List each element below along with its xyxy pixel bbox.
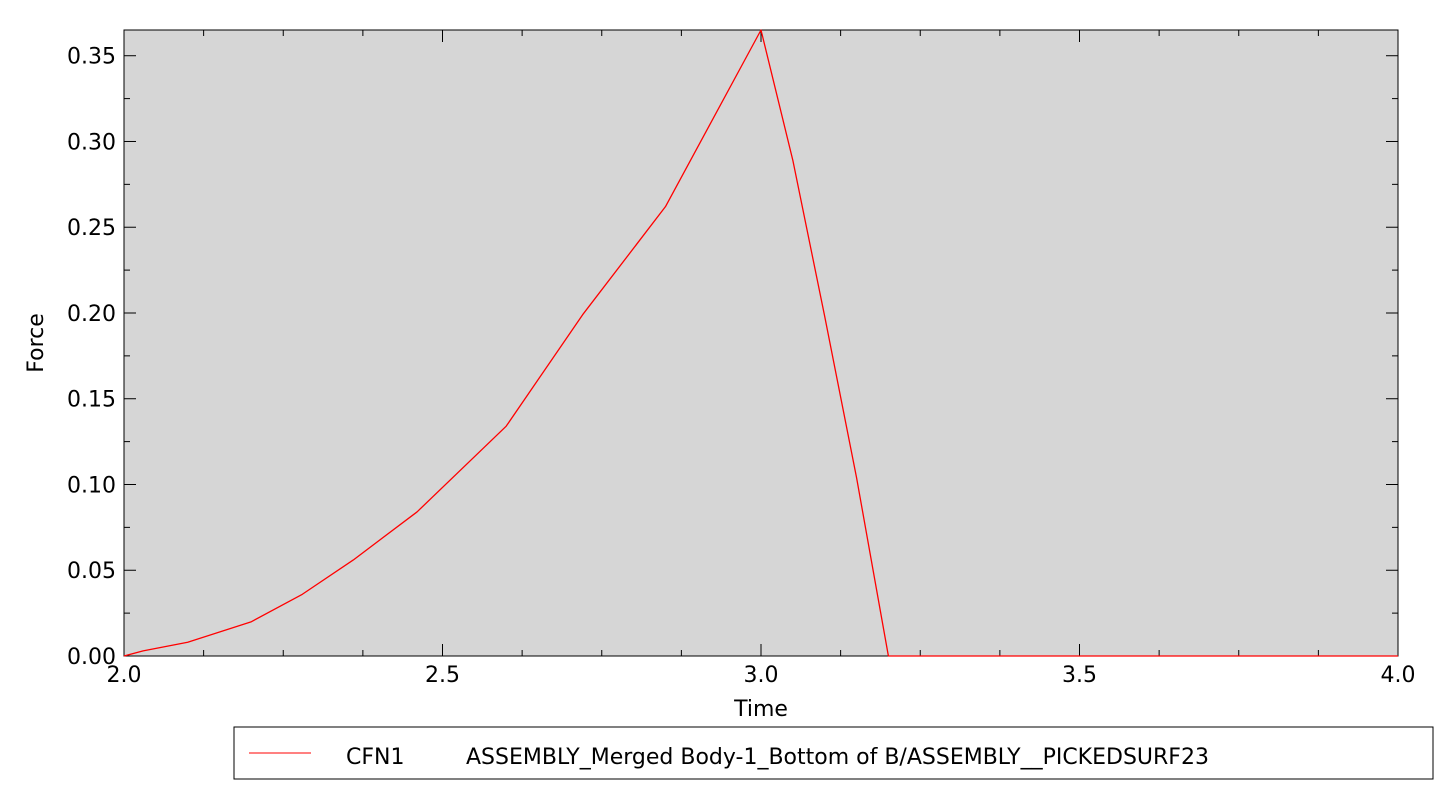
y-tick-label: 0.35 xyxy=(67,45,116,70)
legend: CFN1 ASSEMBLY_Merged Body-1_Bottom of B/… xyxy=(233,726,1434,780)
series-line-cfn1 xyxy=(123,29,1398,657)
x-tick-label: 2.0 xyxy=(107,663,142,688)
y-tick-label: 0.05 xyxy=(67,559,116,584)
legend-series-name: CFN1 xyxy=(346,745,404,770)
y-axis-title: Force xyxy=(24,313,49,373)
y-tick-label: 0.15 xyxy=(67,388,116,413)
y-tick-label: 0.30 xyxy=(67,130,116,155)
series-layer xyxy=(123,29,1398,657)
y-tick-label: 0.25 xyxy=(67,216,116,241)
tick-marks xyxy=(123,30,1399,657)
y-tick-label: 0.00 xyxy=(67,645,116,670)
x-tick-label: 3.0 xyxy=(744,663,779,688)
legend-box xyxy=(233,726,1434,780)
tick-labels: 2.0 2.5 3.0 3.5 4.0 0.00 0.05 0.10 0.15 0.20 0.25 0… xyxy=(67,45,1415,688)
plot-area xyxy=(123,29,1399,657)
x-tick-label: 2.5 xyxy=(425,663,460,688)
legend-series-label: ASSEMBLY_Merged Body-1_Bottom of B/ASSEM… xyxy=(466,745,1209,770)
y-tick-label: 0.20 xyxy=(67,302,116,327)
x-tick-label: 3.5 xyxy=(1062,663,1097,688)
y-tick-label: 0.10 xyxy=(67,473,116,498)
x-axis-title: Time xyxy=(733,697,788,722)
x-tick-label: 4.0 xyxy=(1381,663,1416,688)
